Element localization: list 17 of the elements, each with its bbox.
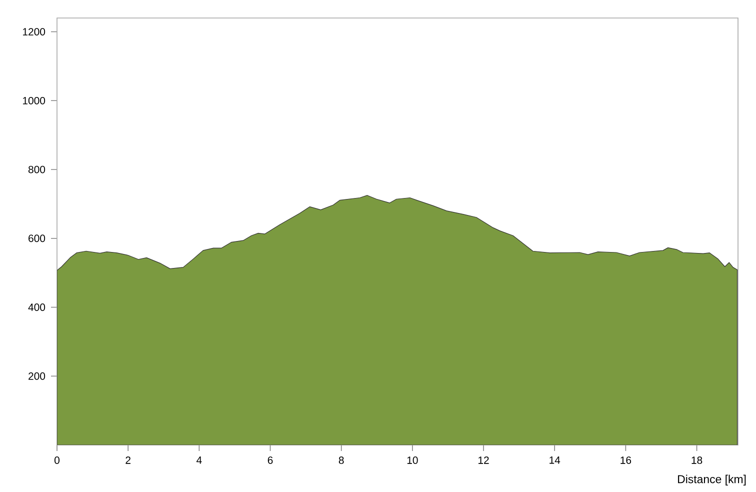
y-tick-label: 1200 (23, 28, 46, 36)
y-tick-label: 400 (28, 304, 46, 311)
x-tick-label: 18 (692, 456, 702, 464)
y-tick-label: 200 (28, 372, 46, 380)
y-tick-label: 800 (28, 166, 46, 174)
x-tick-label: 0 (54, 456, 60, 464)
x-tick-label: 16 (620, 456, 632, 464)
x-tick-label: 2 (126, 456, 130, 464)
y-tick-label: 600 (28, 234, 46, 242)
x-tick-label: 6 (268, 456, 273, 464)
x-tick-label: 4 (196, 456, 202, 464)
x-tick-label: 14 (550, 456, 560, 464)
x-tick-label: 12 (478, 456, 489, 464)
x-axis-title: Distance [km] (678, 474, 746, 486)
y-tick-label: 1000 (23, 96, 46, 104)
x-tick-label: 8 (338, 456, 344, 464)
x-tick-label: 10 (407, 456, 418, 464)
